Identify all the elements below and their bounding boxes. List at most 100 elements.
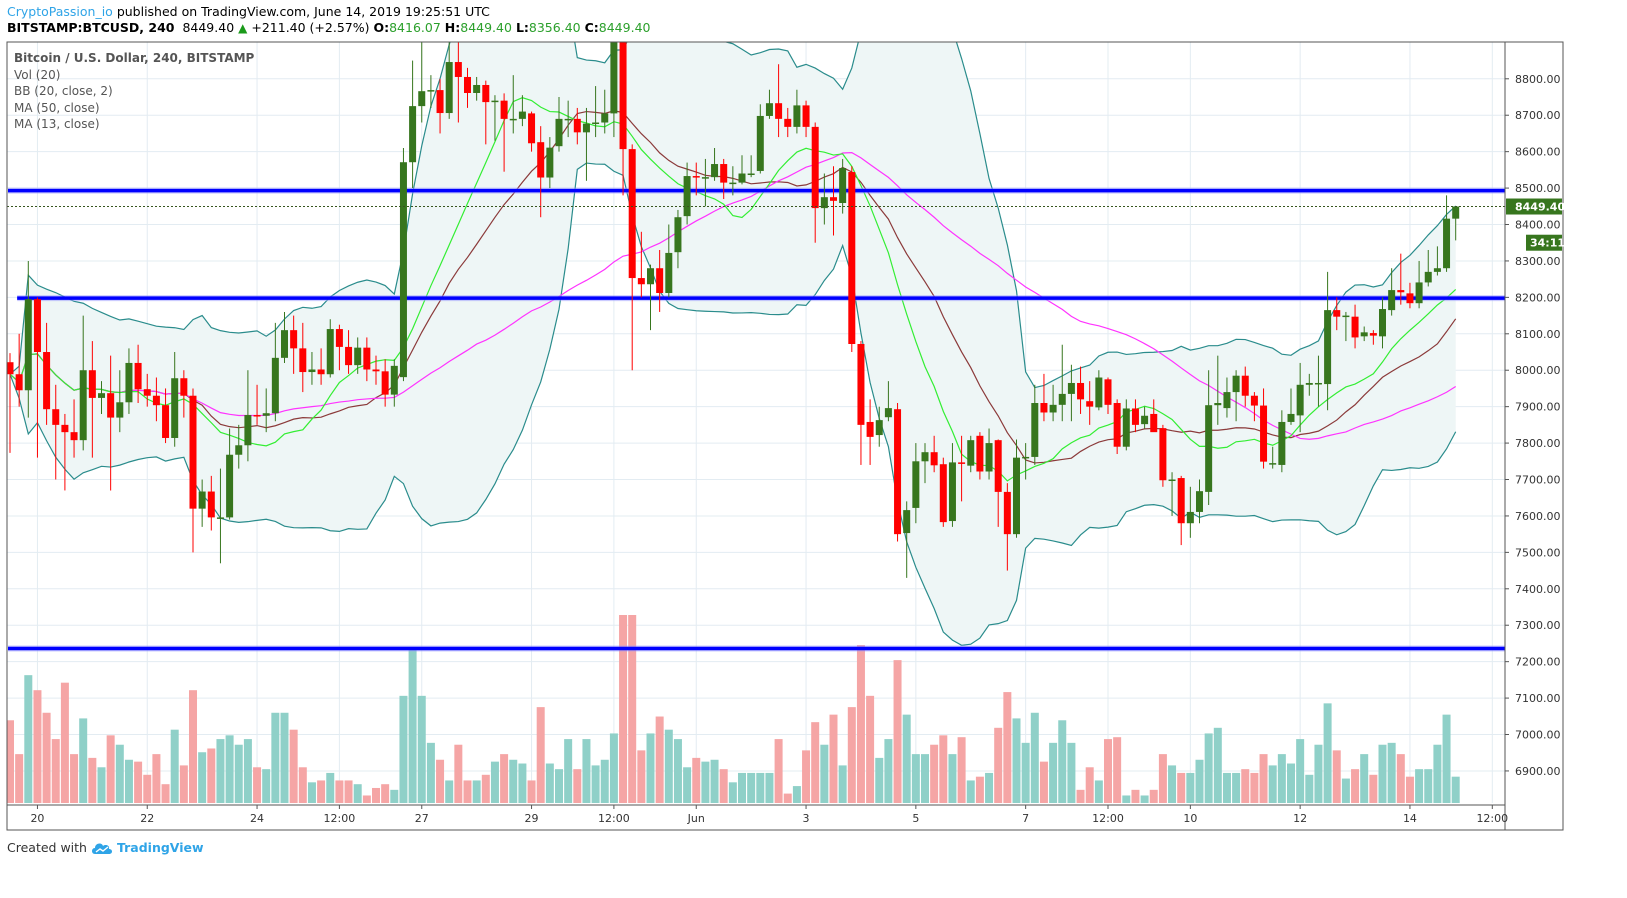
candle[interactable] xyxy=(1433,246,1441,276)
candle[interactable] xyxy=(1003,483,1011,571)
candle[interactable] xyxy=(107,355,115,491)
candle[interactable] xyxy=(518,95,526,127)
candle[interactable] xyxy=(582,107,590,181)
candle[interactable] xyxy=(921,443,929,484)
candle[interactable] xyxy=(1058,344,1066,422)
candle[interactable] xyxy=(967,435,975,473)
candle[interactable] xyxy=(994,439,1002,527)
candle[interactable] xyxy=(409,60,417,189)
candle[interactable] xyxy=(262,388,270,433)
candle[interactable] xyxy=(976,432,984,480)
candle[interactable] xyxy=(793,89,801,134)
candle[interactable] xyxy=(1067,364,1075,422)
candle[interactable] xyxy=(15,333,23,407)
candle[interactable] xyxy=(912,443,920,524)
legend-ma50[interactable]: MA (50, close) xyxy=(14,100,100,115)
candle[interactable] xyxy=(1214,355,1222,425)
candle[interactable] xyxy=(1150,399,1158,433)
candle[interactable] xyxy=(418,31,426,123)
candle[interactable] xyxy=(939,457,947,527)
candle[interactable] xyxy=(1223,377,1231,418)
candle[interactable] xyxy=(637,231,645,298)
candle[interactable] xyxy=(1278,410,1286,473)
candle[interactable] xyxy=(345,330,353,374)
candle[interactable] xyxy=(692,162,700,196)
candle[interactable] xyxy=(1397,253,1405,305)
candle[interactable] xyxy=(372,355,380,385)
legend-vol[interactable]: Vol (20) xyxy=(14,67,61,82)
candle[interactable] xyxy=(1424,250,1432,287)
candle[interactable] xyxy=(491,95,499,141)
candle[interactable] xyxy=(738,155,746,185)
candle[interactable] xyxy=(308,352,316,385)
candle[interactable] xyxy=(592,86,600,138)
candle[interactable] xyxy=(61,413,69,491)
candle[interactable] xyxy=(1022,443,1030,480)
candle[interactable] xyxy=(1351,304,1359,349)
candle[interactable] xyxy=(1360,326,1368,342)
candle[interactable] xyxy=(1296,362,1304,433)
candle[interactable] xyxy=(784,107,792,138)
candle[interactable] xyxy=(1013,439,1020,538)
candle[interactable] xyxy=(564,100,572,138)
candle[interactable] xyxy=(866,399,874,465)
candle[interactable] xyxy=(1324,271,1332,411)
candle[interactable] xyxy=(756,104,764,174)
candle[interactable] xyxy=(1305,373,1313,396)
candle[interactable] xyxy=(857,341,865,465)
candle[interactable] xyxy=(802,100,810,138)
candle[interactable] xyxy=(244,370,252,462)
candle[interactable] xyxy=(125,348,133,414)
candle[interactable] xyxy=(848,166,856,353)
candle[interactable] xyxy=(1086,381,1094,425)
candle[interactable] xyxy=(546,137,554,189)
candle[interactable] xyxy=(198,479,206,527)
candle[interactable] xyxy=(948,443,956,527)
candle[interactable] xyxy=(216,468,224,564)
candle[interactable] xyxy=(656,250,664,312)
candle[interactable] xyxy=(226,428,234,520)
candle[interactable] xyxy=(1287,388,1295,425)
candle[interactable] xyxy=(1241,366,1249,407)
legend-ma13[interactable]: MA (13, close) xyxy=(14,117,100,132)
candle[interactable] xyxy=(509,75,517,134)
candle[interactable] xyxy=(1388,268,1396,316)
candle[interactable] xyxy=(958,435,966,502)
candle[interactable] xyxy=(445,31,453,119)
candle[interactable] xyxy=(1077,366,1085,414)
candle[interactable] xyxy=(1122,399,1130,451)
candle[interactable] xyxy=(271,322,279,422)
candle[interactable] xyxy=(674,209,682,269)
candle[interactable] xyxy=(482,80,490,145)
candle[interactable] xyxy=(1269,446,1277,469)
candle[interactable] xyxy=(70,399,78,458)
candle[interactable] xyxy=(701,158,709,207)
candle[interactable] xyxy=(317,348,325,385)
candle[interactable] xyxy=(884,381,892,422)
candle[interactable] xyxy=(152,377,160,422)
candle[interactable] xyxy=(1260,388,1268,469)
candle[interactable] xyxy=(7,353,14,453)
candle[interactable] xyxy=(335,324,343,371)
candle[interactable] xyxy=(1342,311,1350,342)
candle[interactable] xyxy=(189,388,197,553)
candle[interactable] xyxy=(1095,370,1103,411)
candle[interactable] xyxy=(747,155,755,178)
candle[interactable] xyxy=(1333,297,1341,331)
candle[interactable] xyxy=(894,403,902,542)
candle[interactable] xyxy=(43,322,51,425)
candle[interactable] xyxy=(1196,479,1203,524)
candle[interactable] xyxy=(1415,260,1423,309)
candle[interactable] xyxy=(930,435,938,473)
candle[interactable] xyxy=(33,297,41,458)
candle[interactable] xyxy=(665,224,673,298)
candle[interactable] xyxy=(811,122,819,243)
candle[interactable] xyxy=(528,111,536,152)
candle[interactable] xyxy=(729,166,737,196)
candle[interactable] xyxy=(171,352,179,447)
candle[interactable] xyxy=(464,67,471,108)
candle[interactable] xyxy=(253,384,261,425)
candle[interactable] xyxy=(1141,406,1149,429)
candle[interactable] xyxy=(1049,384,1057,422)
